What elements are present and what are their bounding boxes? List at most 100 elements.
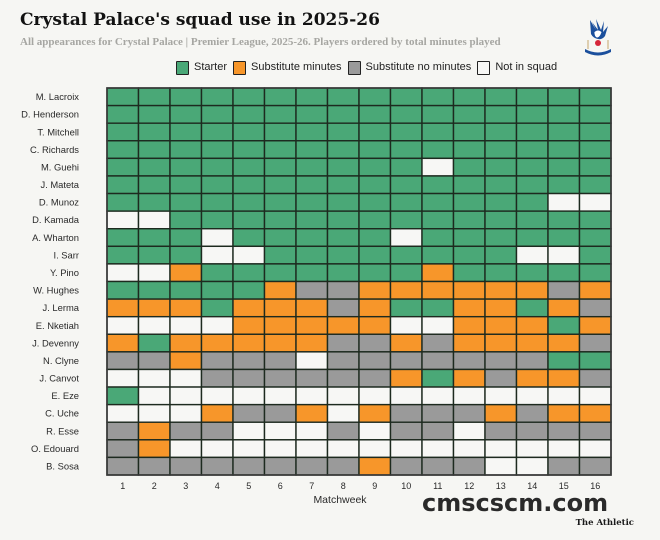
cell-n-clyne-mw4 [200, 351, 234, 371]
cell-r-esse-mw3 [169, 421, 203, 441]
cell-j-devenny-mw12 [452, 333, 486, 353]
player-label-c-uche: C. Uche [45, 408, 79, 419]
cell-j-devenny-mw1 [106, 333, 140, 353]
cell-m-lacroix-mw3 [169, 87, 203, 107]
cell-e-nketiah-mw11 [421, 315, 455, 335]
cell-w-hughes-mw7 [295, 280, 329, 300]
cell-d-henderson-mw6 [263, 104, 297, 124]
cell-i-sarr-mw6 [263, 245, 297, 265]
cell-e-nketiah-mw12 [452, 315, 486, 335]
cell-o-edouard-mw12 [452, 439, 486, 459]
cell-a-wharton-mw5 [232, 228, 266, 248]
cell-j-devenny-mw10 [389, 333, 423, 353]
cell-e-eze-mw5 [232, 386, 266, 406]
cell-t-mitchell-mw12 [452, 122, 486, 142]
cell-j-lerma-mw14 [515, 298, 549, 318]
cell-a-wharton-mw10 [389, 228, 423, 248]
cell-j-lerma-mw7 [295, 298, 329, 318]
cell-j-mateta-mw12 [452, 175, 486, 195]
cell-d-henderson-mw5 [232, 104, 266, 124]
cell-t-mitchell-mw1 [106, 122, 140, 142]
legend: Starter Substitute minutes Substitute no… [176, 60, 563, 75]
cell-t-mitchell-mw16 [578, 122, 612, 142]
cell-r-esse-mw4 [200, 421, 234, 441]
cell-o-edouard-mw1 [106, 439, 140, 459]
player-label-e-eze: E. Eze [51, 390, 79, 401]
cell-j-mateta-mw8 [326, 175, 360, 195]
cell-e-nketiah-mw15 [547, 315, 581, 335]
legend-swatch-starter [176, 60, 189, 75]
cell-d-munoz-mw4 [200, 192, 234, 212]
cell-j-devenny-mw9 [358, 333, 392, 353]
cell-m-guehi-mw10 [389, 157, 423, 177]
cell-j-devenny-mw7 [295, 333, 329, 353]
cell-y-pino-mw9 [358, 263, 392, 283]
cell-m-lacroix-mw16 [578, 87, 612, 107]
cell-e-eze-mw16 [578, 386, 612, 406]
cell-r-esse-mw16 [578, 421, 612, 441]
cell-d-henderson-mw7 [295, 104, 329, 124]
cell-o-edouard-mw3 [169, 439, 203, 459]
cell-n-clyne-mw8 [326, 351, 360, 371]
cell-d-henderson-mw10 [389, 104, 423, 124]
cell-d-munoz-mw3 [169, 192, 203, 212]
cell-i-sarr-mw14 [515, 245, 549, 265]
cell-d-kamada-mw15 [547, 210, 581, 230]
cell-c-richards-mw10 [389, 140, 423, 160]
x-tick-label-10: 10 [401, 481, 411, 491]
cell-r-esse-mw2 [137, 421, 171, 441]
cell-c-richards-mw9 [358, 140, 392, 160]
watermark: cmscscm.com [422, 489, 609, 517]
cell-w-hughes-mw12 [452, 280, 486, 300]
cell-d-kamada-mw5 [232, 210, 266, 230]
cell-j-devenny-mw4 [200, 333, 234, 353]
cell-c-uche-mw12 [452, 403, 486, 423]
cell-c-richards-mw6 [263, 140, 297, 160]
cell-w-hughes-mw3 [169, 280, 203, 300]
cell-n-clyne-mw2 [137, 351, 171, 371]
cell-j-canvot-mw14 [515, 368, 549, 388]
cell-d-henderson-mw1 [106, 104, 140, 124]
cell-a-wharton-mw6 [263, 228, 297, 248]
cell-t-mitchell-mw9 [358, 122, 392, 142]
cell-c-richards-mw4 [200, 140, 234, 160]
cell-d-henderson-mw15 [547, 104, 581, 124]
cell-d-munoz-mw7 [295, 192, 329, 212]
cell-j-mateta-mw3 [169, 175, 203, 195]
cell-r-esse-mw15 [547, 421, 581, 441]
cell-c-uche-mw6 [263, 403, 297, 423]
cell-n-clyne-mw13 [484, 351, 518, 371]
cell-e-eze-mw12 [452, 386, 486, 406]
cell-d-munoz-mw12 [452, 192, 486, 212]
cell-j-canvot-mw6 [263, 368, 297, 388]
cell-j-mateta-mw10 [389, 175, 423, 195]
cell-c-uche-mw8 [326, 403, 360, 423]
cell-t-mitchell-mw15 [547, 122, 581, 142]
cell-j-lerma-mw5 [232, 298, 266, 318]
cell-j-devenny-mw3 [169, 333, 203, 353]
cell-m-guehi-mw14 [515, 157, 549, 177]
cell-m-guehi-mw5 [232, 157, 266, 177]
x-tick-label-7: 7 [309, 481, 314, 491]
cell-o-edouard-mw11 [421, 439, 455, 459]
cell-m-guehi-mw15 [547, 157, 581, 177]
legend-label: Not in squad [495, 61, 558, 73]
cell-m-lacroix-mw15 [547, 87, 581, 107]
cell-j-canvot-mw1 [106, 368, 140, 388]
cell-o-edouard-mw9 [358, 439, 392, 459]
cell-j-mateta-mw4 [200, 175, 234, 195]
cell-b-sosa-mw1 [106, 456, 140, 476]
cell-d-munoz-mw11 [421, 192, 455, 212]
cell-d-henderson-mw2 [137, 104, 171, 124]
cell-j-devenny-mw2 [137, 333, 171, 353]
cell-m-guehi-mw8 [326, 157, 360, 177]
cell-c-richards-mw1 [106, 140, 140, 160]
cell-c-richards-mw3 [169, 140, 203, 160]
cell-o-edouard-mw8 [326, 439, 360, 459]
cell-n-clyne-mw3 [169, 351, 203, 371]
cell-c-uche-mw7 [295, 403, 329, 423]
heatmap-border [106, 87, 612, 476]
cell-j-canvot-mw4 [200, 368, 234, 388]
cell-b-sosa-mw10 [389, 456, 423, 476]
cell-i-sarr-mw10 [389, 245, 423, 265]
